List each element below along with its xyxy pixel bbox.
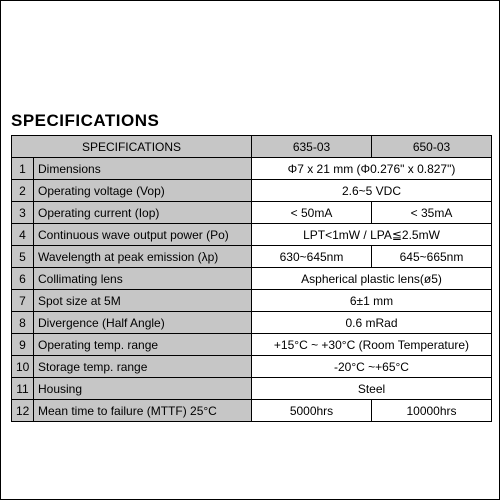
- row-value: Aspherical plastic lens(ø5): [252, 268, 492, 290]
- row-label: Storage temp. range: [34, 356, 252, 378]
- row-index: 3: [12, 202, 34, 224]
- table-row: 10Storage temp. range-20°C ~+65°C: [12, 356, 492, 378]
- row-value-a: < 50mA: [252, 202, 372, 224]
- row-index: 11: [12, 378, 34, 400]
- row-label: Operating current (Iop): [34, 202, 252, 224]
- row-value-a: 630~645nm: [252, 246, 372, 268]
- row-index: 12: [12, 400, 34, 422]
- row-index: 10: [12, 356, 34, 378]
- row-value: 0.6 mRad: [252, 312, 492, 334]
- row-value: +15°C ~ +30°C (Room Temperature): [252, 334, 492, 356]
- row-value-b: 645~665nm: [372, 246, 492, 268]
- row-index: 9: [12, 334, 34, 356]
- table-row: 4Continuous wave output power (Po)LPT<1m…: [12, 224, 492, 246]
- row-label: Wavelength at peak emission (λp): [34, 246, 252, 268]
- row-label: Divergence (Half Angle): [34, 312, 252, 334]
- row-value: 6±1 mm: [252, 290, 492, 312]
- row-index: 1: [12, 158, 34, 180]
- table-row: 3Operating current (Iop)< 50mA< 35mA: [12, 202, 492, 224]
- table-row: 7Spot size at 5M6±1 mm: [12, 290, 492, 312]
- table-row: 2Operating voltage (Vop)2.6~5 VDC: [12, 180, 492, 202]
- row-label: Mean time to failure (MTTF) 25°C: [34, 400, 252, 422]
- header-label: SPECIFICATIONS: [12, 136, 252, 158]
- row-index: 4: [12, 224, 34, 246]
- header-model-a: 635-03: [252, 136, 372, 158]
- row-label: Spot size at 5M: [34, 290, 252, 312]
- row-index: 8: [12, 312, 34, 334]
- table-row: 5Wavelength at peak emission (λp)630~645…: [12, 246, 492, 268]
- row-value: LPT<1mW / LPA≦2.5mW: [252, 224, 492, 246]
- spec-table: SPECIFICATIONS 635-03 650-03 1Dimensions…: [11, 135, 492, 422]
- table-row: 9Operating temp. range+15°C ~ +30°C (Roo…: [12, 334, 492, 356]
- row-label: Collimating lens: [34, 268, 252, 290]
- row-index: 7: [12, 290, 34, 312]
- table-row: 12Mean time to failure (MTTF) 25°C5000hr…: [12, 400, 492, 422]
- row-index: 2: [12, 180, 34, 202]
- header-model-b: 650-03: [372, 136, 492, 158]
- table-row: 11HousingSteel: [12, 378, 492, 400]
- row-value-b: 10000hrs: [372, 400, 492, 422]
- page: SPECIFICATIONS SPECIFICATIONS 635-03 650…: [0, 0, 500, 500]
- spec-table-body: SPECIFICATIONS 635-03 650-03 1Dimensions…: [12, 136, 492, 422]
- row-value: Φ7 x 21 mm (Φ0.276" x 0.827"): [252, 158, 492, 180]
- table-row: 8Divergence (Half Angle)0.6 mRad: [12, 312, 492, 334]
- table-row: 1DimensionsΦ7 x 21 mm (Φ0.276" x 0.827"): [12, 158, 492, 180]
- row-label: Dimensions: [34, 158, 252, 180]
- row-value: -20°C ~+65°C: [252, 356, 492, 378]
- row-value: Steel: [252, 378, 492, 400]
- row-value-b: < 35mA: [372, 202, 492, 224]
- row-label: Operating voltage (Vop): [34, 180, 252, 202]
- table-header-row: SPECIFICATIONS 635-03 650-03: [12, 136, 492, 158]
- row-index: 5: [12, 246, 34, 268]
- row-label: Housing: [34, 378, 252, 400]
- section-title: SPECIFICATIONS: [11, 111, 489, 131]
- row-value-a: 5000hrs: [252, 400, 372, 422]
- row-label: Continuous wave output power (Po): [34, 224, 252, 246]
- row-label: Operating temp. range: [34, 334, 252, 356]
- row-index: 6: [12, 268, 34, 290]
- row-value: 2.6~5 VDC: [252, 180, 492, 202]
- table-row: 6Collimating lensAspherical plastic lens…: [12, 268, 492, 290]
